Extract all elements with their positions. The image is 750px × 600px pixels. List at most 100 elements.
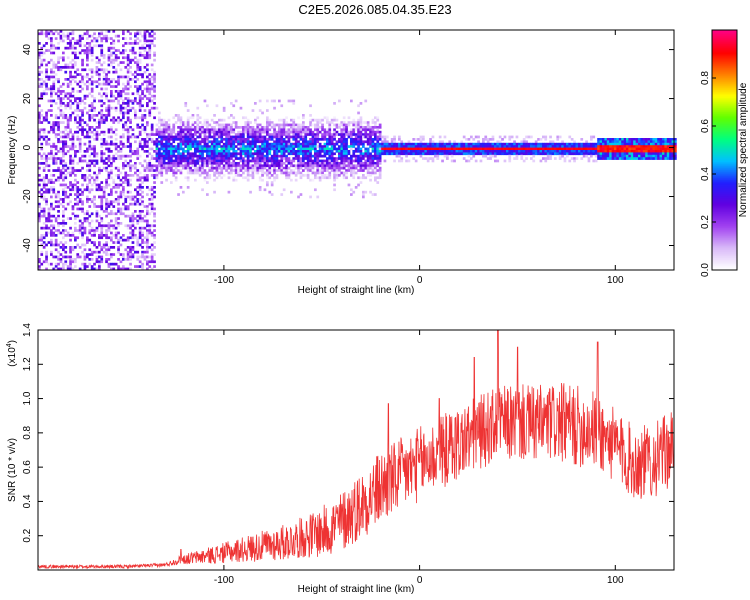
heatmap-cell [90, 253, 94, 256]
heatmap-cell [54, 248, 58, 252]
heatmap-cell [527, 147, 531, 151]
heatmap-cell [405, 147, 408, 151]
heatmap-cell [345, 123, 348, 127]
heatmap-cell [98, 44, 101, 48]
heatmap-cell [40, 142, 44, 146]
heatmap-cell [321, 162, 324, 165]
heatmap-cell [50, 90, 53, 93]
heatmap-cell [146, 255, 149, 259]
heatmap-cell [299, 128, 303, 132]
heatmap-cell [340, 147, 344, 151]
heatmap-cell [669, 150, 672, 153]
heatmap-cell [201, 171, 204, 175]
heatmap-cell [270, 164, 274, 168]
heatmap-cell [83, 121, 87, 124]
heatmap-cell [62, 135, 65, 139]
heatmap-cell [74, 193, 77, 196]
heatmap-cell [225, 135, 228, 139]
heatmap-cell [52, 231, 56, 235]
heatmap-cell [52, 145, 56, 148]
heatmap-cell [364, 166, 368, 170]
heatmap-cell [302, 154, 305, 158]
heatmap-cell [345, 152, 348, 156]
heatmap-cell [237, 157, 240, 160]
heatmap-cell [64, 46, 68, 50]
heatmap-cell [616, 150, 620, 153]
heatmap-cell [62, 58, 65, 62]
heatmap-cell [134, 188, 137, 192]
heatmap-cell [64, 94, 68, 98]
heatmap-cell [105, 169, 108, 172]
heatmap-cell [95, 183, 99, 187]
heatmap-cell [114, 198, 118, 201]
heatmap-cell [78, 198, 82, 201]
heatmap-cell [124, 214, 128, 218]
heatmap-cell [429, 152, 432, 156]
heatmap-cell [287, 150, 291, 153]
heatmap-cell [378, 154, 382, 158]
heatmap-cell [522, 147, 526, 151]
heatmap-cell [64, 140, 68, 144]
heatmap-cell [258, 147, 262, 151]
heatmap-cell [86, 255, 89, 259]
heatmap-cell [100, 44, 104, 48]
heatmap-cell [556, 147, 560, 151]
heatmap-cell [110, 128, 113, 132]
heatmap-cell [129, 248, 132, 252]
heatmap-cell [203, 159, 207, 163]
heatmap-cell [40, 238, 44, 242]
heatmap-cell [45, 154, 48, 158]
heatmap-cell [138, 140, 142, 144]
heatmap-cell [357, 145, 360, 148]
heatmap-cell [150, 42, 154, 45]
heatmap-cell [357, 154, 360, 158]
heatmap-cell [66, 46, 70, 50]
heatmap-cell [306, 133, 310, 136]
heatmap-cell [434, 150, 437, 153]
heatmap-cell [105, 142, 108, 146]
heatmap-cell [59, 171, 63, 175]
heatmap-cell [86, 56, 89, 60]
heatmap-cell [201, 147, 204, 151]
heatmap-cell [561, 154, 564, 158]
heatmap-cell [153, 142, 156, 146]
heatmap-cell [513, 157, 516, 160]
heatmap-cell [525, 140, 528, 144]
heatmap-cell [59, 222, 63, 225]
heatmap-cell [112, 106, 116, 110]
heatmap-cell [107, 111, 111, 115]
heatmap-cell [657, 157, 660, 160]
heatmap-cell [546, 157, 550, 160]
heatmap-cell [244, 128, 248, 132]
heatmap-cell [114, 49, 118, 52]
heatmap-cell [652, 152, 656, 156]
heatmap-cell [98, 241, 101, 244]
heatmap-cell [350, 130, 353, 134]
heatmap-cell [78, 99, 82, 103]
heatmap-cell [498, 145, 502, 148]
heatmap-cell [338, 123, 341, 127]
heatmap-cell [126, 82, 130, 86]
heatmap-cell [153, 102, 156, 105]
heatmap-cell [102, 80, 106, 84]
heatmap-cell [611, 142, 615, 146]
heatmap-cell [98, 234, 101, 237]
heatmap-cell [124, 174, 128, 177]
heatmap-cell [578, 147, 581, 151]
heatmap-cell [220, 171, 224, 175]
heatmap-cell [141, 147, 144, 151]
heatmap-cell [323, 116, 327, 120]
heatmap-cell [194, 130, 197, 134]
heatmap-cell [472, 152, 476, 156]
heatmap-cell [640, 138, 644, 141]
heatmap-cell [143, 70, 147, 74]
heatmap-cell [47, 32, 51, 36]
heatmap-cell [52, 46, 56, 50]
heatmap-cell [38, 111, 41, 115]
heatmap-cell [594, 147, 598, 151]
heatmap-cell [664, 152, 668, 156]
heatmap-cell [465, 152, 468, 156]
heatmap-cell [107, 202, 111, 206]
heatmap-cell [328, 142, 332, 146]
heatmap-cell [362, 164, 365, 168]
